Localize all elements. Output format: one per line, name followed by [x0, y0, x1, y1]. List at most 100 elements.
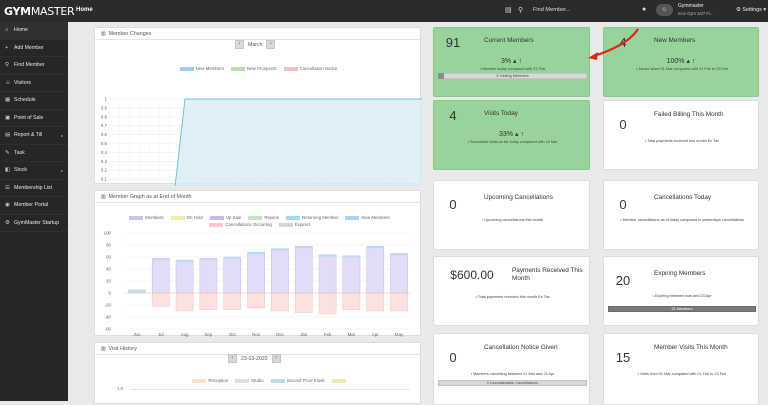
card-visits-today[interactable]: 4 Visits Today 33% ▴ ↑ • Successful visits …	[433, 100, 590, 170]
home-icon: ⌂	[5, 27, 9, 34]
avatar[interactable]: ☺	[656, 4, 673, 16]
bar-chart-icon: ▥	[101, 347, 106, 352]
sidebar-item-label: Point of Sale	[14, 114, 44, 121]
card-bar: 22 Members	[608, 306, 756, 312]
percent-value: 3%	[500, 58, 512, 65]
calendar-icon: ▦	[5, 97, 11, 104]
sidebar-item-add-member[interactable]: + Add Member	[0, 40, 68, 57]
bar-new-members	[342, 255, 360, 258]
sidebar-item-label: Report & Till	[14, 132, 43, 139]
visit-history-panel: ▥ Visit History ‹ 23-03-2020 › Reception S…	[94, 342, 421, 404]
member-graph-panel: ▥ Member Graph as at End of Month Members…	[94, 190, 421, 337]
next-month-button[interactable]: ›	[266, 40, 276, 49]
card-number: 0	[449, 197, 457, 212]
legend-item[interactable]: On Hold	[170, 215, 203, 220]
user-menu[interactable]: Gymmaster Icon Gym 24/7 Fi...	[678, 3, 714, 16]
chevron-down-icon: ▾	[761, 7, 767, 13]
legend-item[interactable]: New Members	[179, 66, 224, 71]
add-member-icon: +	[5, 44, 9, 51]
sidebar-item-point-of-sale[interactable]: ▣ Point of Sale	[0, 110, 68, 127]
card-subtext: • Member today compared with 23 Feb	[479, 67, 546, 71]
card-cancellations-today[interactable]: 0 Cancellations Today • Member cancellatio…	[603, 180, 759, 250]
panel-title: Member Graph as at End of Month	[108, 194, 192, 200]
y-tick-label: 0.2	[101, 168, 108, 173]
bar-cancellations	[390, 292, 408, 312]
x-tick-label: Jan	[300, 332, 308, 337]
legend-label: Rejoins	[264, 215, 279, 220]
bar-members	[390, 253, 408, 294]
prev-month-button[interactable]: ‹	[235, 40, 244, 49]
card-member-visits[interactable]: 15 Member Visits This Month • Visits from …	[603, 333, 759, 405]
y-tick-label: 1.0	[117, 386, 124, 391]
panel-header: ▥ Visit History	[95, 343, 420, 355]
legend-item[interactable]: Rejoins	[248, 215, 279, 220]
sidebar-item-visitors[interactable]: ☺ Visitors	[0, 75, 68, 92]
card-failed-billing[interactable]: 0 Failed Billing This Month • Total paymen…	[603, 100, 759, 170]
x-tick-label: Jun	[133, 332, 141, 337]
sidebar-item-task[interactable]: ✎ Task	[0, 145, 68, 162]
sidebar-item-schedule[interactable]: ▦ Schedule	[0, 92, 68, 110]
sidebar-item-stock[interactable]: ◧ Stock ▸	[0, 162, 68, 180]
notification-bell-icon[interactable]: ●	[642, 6, 647, 13]
legend-item[interactable]: Members	[129, 215, 164, 220]
bar-members	[151, 257, 170, 294]
legend-item[interactable]	[331, 378, 348, 383]
sidebar-item-member-portal[interactable]: ◉ Member Portal	[0, 197, 68, 215]
sidebar-item-find-member[interactable]: ⚲ Find Member	[0, 57, 68, 75]
legend-swatch	[209, 222, 224, 227]
y-tick-label: 1	[105, 97, 108, 102]
y-tick-label: 80	[106, 243, 111, 248]
legend-item[interactable]: Studio	[235, 378, 264, 383]
legend-item[interactable]: Up Sale	[209, 215, 241, 220]
bar-marker	[438, 73, 444, 79]
month-nav: ‹ March ›	[235, 40, 276, 49]
settings-menu[interactable]: ⚙ Settings ▾	[736, 7, 767, 13]
bar-new-members	[247, 252, 265, 255]
card-bar: 0 Uncontactable Cancellations	[438, 380, 587, 386]
search-icon[interactable]: ⚲	[518, 7, 524, 14]
y-tick-label: 0.4	[101, 150, 108, 155]
sidebar-item-report-till[interactable]: ▤ Report & Till ▸	[0, 127, 68, 145]
card-number: 0	[449, 350, 457, 365]
legend-label: Returning Member	[302, 215, 339, 220]
card-payments-received[interactable]: $600.00 Payments Received This Month • Tot…	[433, 256, 590, 326]
find-member-input[interactable]: Find Member...	[533, 7, 571, 13]
top-bar: GYMMASTER Home ▤ ⚲ Find Member... ● ☺ Gy…	[0, 0, 768, 22]
sidebar-item-home[interactable]: ⌂ Home	[0, 22, 68, 40]
x-tick-label: Dec	[276, 332, 285, 337]
legend-item[interactable]: New Prospects	[230, 66, 277, 71]
legend-item[interactable]: Reception	[192, 378, 228, 383]
sidebar-item-membership-list[interactable]: ☰ Membership List	[0, 180, 68, 197]
legend-item[interactable]: Returning Member	[286, 215, 338, 220]
card-current-members[interactable]: 91 Current Members 3% ▴ ↑ • Member today co…	[433, 27, 590, 97]
panel-title: Visit History	[108, 346, 137, 352]
next-day-button[interactable]: ›	[271, 354, 281, 363]
sidebar-item-label: GymMaster Startup	[14, 219, 59, 226]
card-expiring-members[interactable]: 20 Expiring Members • Expiring between now…	[603, 256, 759, 326]
legend-label: On Hold	[186, 215, 203, 220]
gymmaster-logo[interactable]: GYMMASTER	[4, 5, 75, 18]
legend-item[interactable]: Cancellation Notice	[283, 66, 337, 71]
card-scan-icon[interactable]: ▤	[505, 7, 512, 14]
card-number: 91	[445, 35, 461, 50]
legend-swatch	[345, 215, 360, 220]
y-tick-label: 100	[104, 231, 112, 236]
sidebar-item-gymmaster-startup[interactable]: ⚙ GymMaster Startup	[0, 215, 68, 232]
sidebar-item-label: Find Member	[14, 62, 45, 69]
card-percent: 3% ▴ ↑	[434, 57, 589, 65]
bar-cancellations	[294, 292, 313, 314]
month-label: March	[248, 41, 263, 48]
bar-chart-icon: ▥	[101, 195, 106, 200]
card-number: 4	[449, 108, 457, 123]
legend-label: Expired	[294, 222, 310, 227]
legend-label: New Members	[361, 215, 390, 220]
card-upcoming-cancellations[interactable]: 0 Upcoming Cancellations • Upcoming cancel…	[433, 180, 590, 250]
legend-item[interactable]: New Members	[345, 215, 390, 220]
legend-item[interactable]: Expired	[278, 222, 310, 227]
stock-icon: ◧	[5, 167, 11, 174]
legend-swatch	[179, 66, 194, 71]
legend-item[interactable]: Cancellations Occurring	[209, 222, 272, 227]
card-cancellation-notice[interactable]: 0 Cancellation Notice Given • Members canc…	[433, 333, 590, 405]
legend-item[interactable]: Second Floor Kiosk	[270, 378, 325, 383]
prev-day-button[interactable]: ‹	[228, 354, 237, 363]
